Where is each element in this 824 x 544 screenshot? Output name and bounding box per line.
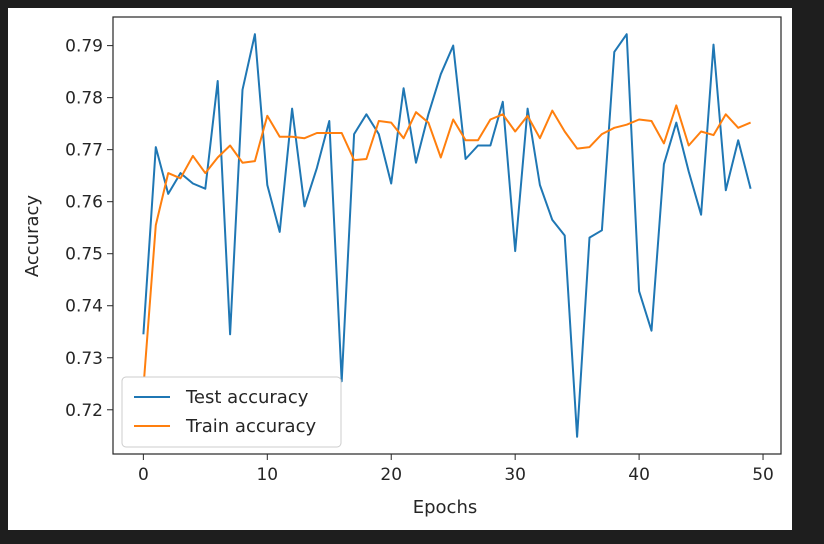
y-axis-ticks: 0.72 0.73 0.74 0.75 0.76 0.77 0.78 0.79 xyxy=(65,37,113,421)
legend-label-train-accuracy: Train accuracy xyxy=(185,416,316,437)
chart-figure: 0 10 20 30 40 50 0.72 0.73 0.74 0.75 0.76 0.77 0.78… xyxy=(8,8,792,530)
y-tick-label: 0.73 xyxy=(65,349,103,369)
x-axis-ticks: 0 10 20 30 40 50 xyxy=(138,454,774,485)
series-lines xyxy=(142,33,752,438)
legend-label-test-accuracy: Test accuracy xyxy=(185,387,309,408)
x-tick-label: 10 xyxy=(256,465,278,485)
plot-frame xyxy=(112,16,782,455)
series-line-train-accuracy xyxy=(142,104,751,388)
x-tick-label: 30 xyxy=(504,465,526,485)
y-tick-label: 0.74 xyxy=(65,297,103,317)
y-tick-label: 0.78 xyxy=(65,89,103,109)
x-tick-label: 40 xyxy=(628,465,650,485)
x-tick-label: 0 xyxy=(138,465,149,485)
y-axis-label: Accuracy xyxy=(22,195,43,278)
legend: Test accuracy Train accuracy xyxy=(121,376,342,448)
series-line-test-accuracy xyxy=(142,33,752,438)
y-tick-label: 0.79 xyxy=(65,37,103,57)
y-tick-label: 0.75 xyxy=(65,245,103,265)
x-tick-label: 20 xyxy=(380,465,402,485)
y-tick-label: 0.76 xyxy=(65,193,103,213)
x-axis-label: Epochs xyxy=(413,497,478,518)
line-chart: 0 10 20 30 40 50 0.72 0.73 0.74 0.75 0.76 0.77 0.78… xyxy=(22,16,782,518)
legend-box xyxy=(121,376,342,448)
y-tick-label: 0.72 xyxy=(65,401,103,421)
x-tick-label: 50 xyxy=(752,465,774,485)
y-tick-label: 0.77 xyxy=(65,141,103,161)
